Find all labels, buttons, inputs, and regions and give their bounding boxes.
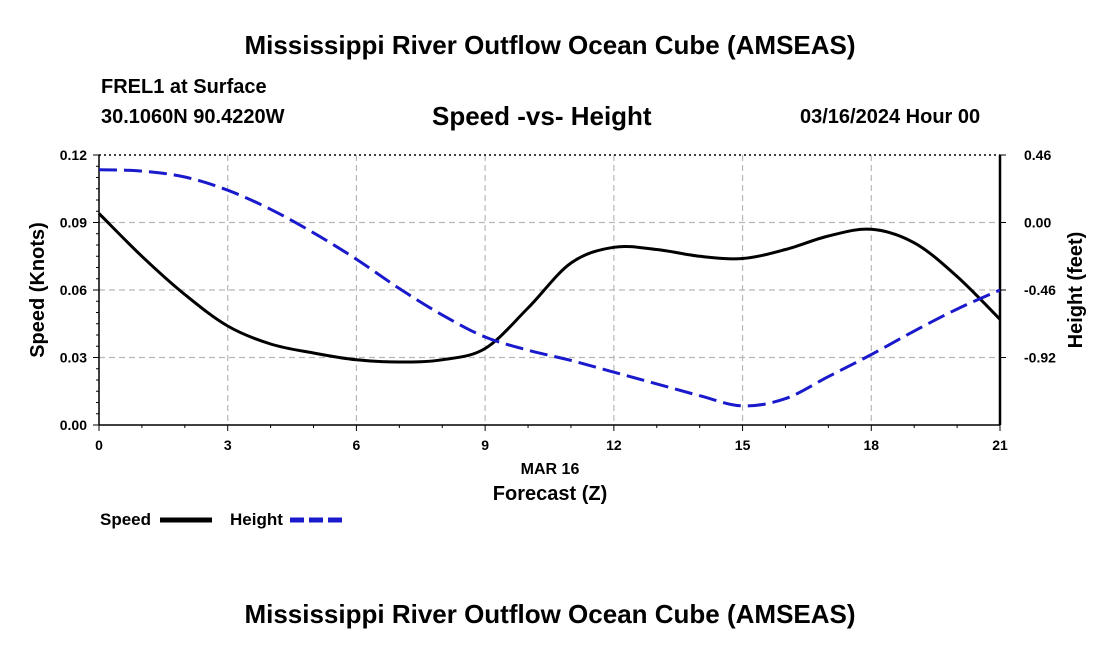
y2-tick-label: -0.46: [1024, 282, 1056, 298]
series-lines: [97, 168, 1002, 408]
x-date-label: MAR 16: [521, 461, 580, 478]
axis-labels: MAR 16 Forecast (Z) Speed (Knots) Height…: [27, 222, 1087, 505]
y2-tick-label: 0.00: [1024, 215, 1051, 231]
station-coordinates: 30.1060N 90.4220W: [101, 106, 285, 128]
legend: Speed Height: [100, 510, 344, 529]
station-label: FREL1 at Surface: [101, 76, 267, 98]
speed-height-chart: 0 3 6 9 12 15 18 21 0.00 0.03 0.06 0.09 0.12 -0.92 -0.…: [27, 147, 1087, 529]
footer-title: Mississippi River Outflow Ocean Cube (AM…: [244, 599, 856, 629]
y-tick-label: 0.06: [60, 282, 87, 298]
x-tick-label: 9: [481, 437, 489, 453]
forecast-datetime: 03/16/2024 Hour 00: [800, 106, 981, 128]
x-tick-label: 3: [224, 437, 232, 453]
x-tick-label: 15: [735, 437, 751, 453]
legend-label-height: Height: [230, 510, 283, 529]
grid-lines: [99, 155, 1000, 425]
series-line-speed: [97, 212, 1002, 364]
x-tick-label: 12: [606, 437, 622, 453]
y2-tick-label: 0.46: [1024, 147, 1051, 163]
y-tick-label: 0.00: [60, 417, 87, 433]
y-axis-title: Speed (Knots): [27, 222, 49, 358]
y2-axis-title: Height (feet): [1065, 232, 1087, 349]
legend-label-speed: Speed: [100, 510, 151, 529]
x-axis-title: Forecast (Z): [493, 483, 607, 505]
y-tick-label: 0.12: [60, 147, 87, 163]
x-tick-label: 0: [95, 437, 103, 453]
series-line-height: [98, 168, 1001, 408]
x-tick-label: 6: [353, 437, 361, 453]
chart-title: Mississippi River Outflow Ocean Cube (AM…: [244, 30, 856, 60]
y-tick-label: 0.09: [60, 215, 87, 231]
x-tick-label: 21: [992, 437, 1008, 453]
axis-ticks: 0 3 6 9 12 15 18 21 0.00 0.03 0.06 0.09 0.12 -0.92 -0.…: [60, 147, 1056, 453]
chart-subtitle: Speed -vs- Height: [432, 101, 652, 131]
x-tick-label: 18: [863, 437, 879, 453]
y2-tick-label: -0.92: [1024, 350, 1056, 366]
y-tick-label: 0.03: [60, 350, 87, 366]
